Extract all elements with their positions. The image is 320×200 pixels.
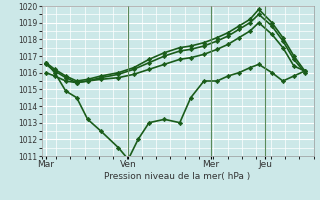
X-axis label: Pression niveau de la mer( hPa ): Pression niveau de la mer( hPa ) [104,172,251,181]
